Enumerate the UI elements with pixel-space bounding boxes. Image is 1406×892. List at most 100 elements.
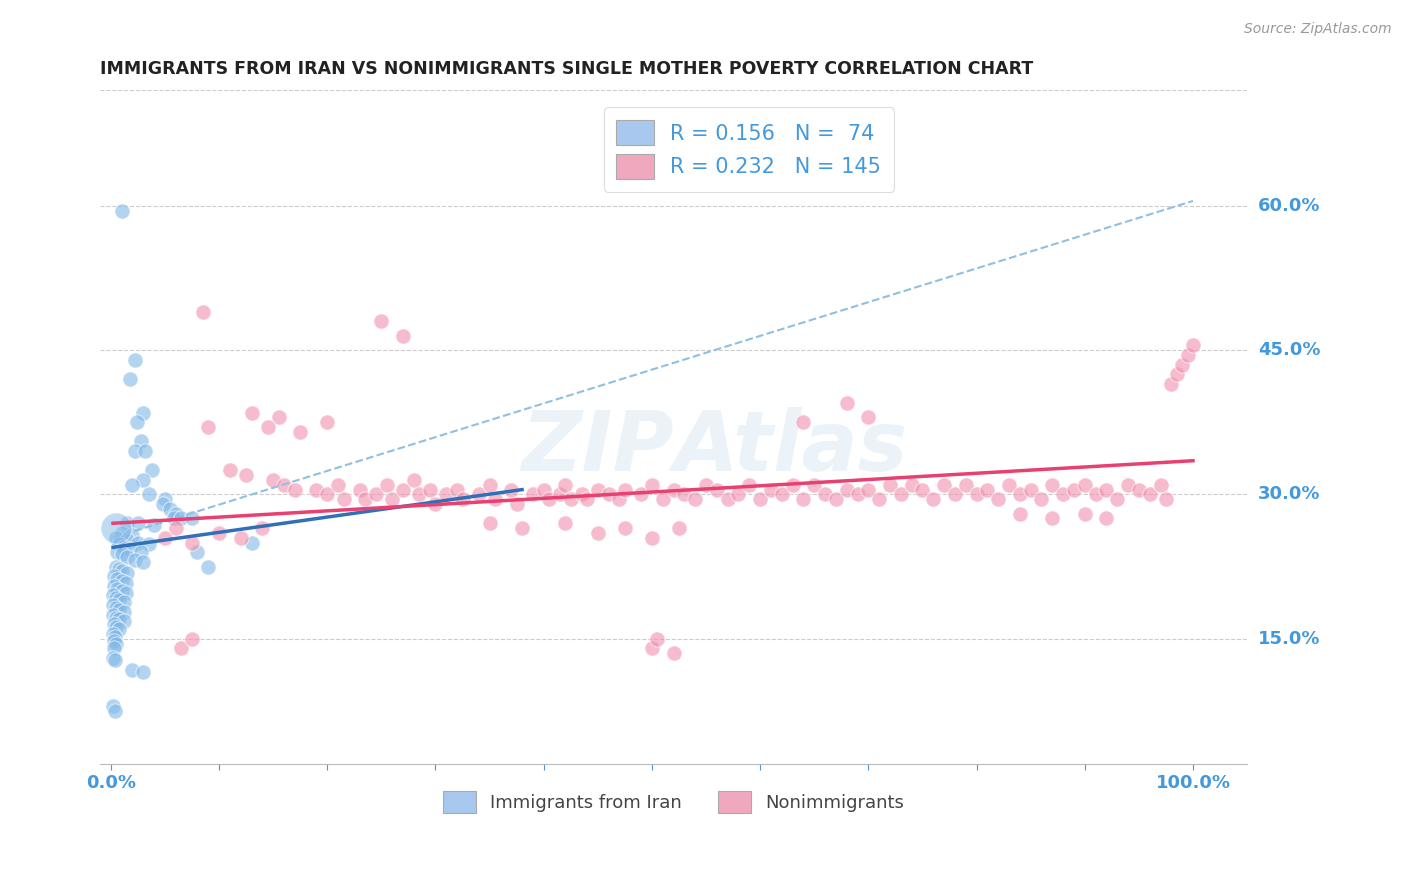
Point	[129, 545, 152, 559]
Point	[229, 531, 252, 545]
Point	[1019, 483, 1042, 497]
Point	[132, 473, 155, 487]
Point	[792, 492, 814, 507]
Point	[181, 632, 204, 646]
Point	[127, 535, 149, 549]
Point	[240, 406, 263, 420]
Point	[354, 492, 377, 507]
Point	[402, 473, 425, 487]
Point	[108, 593, 131, 607]
Point	[501, 483, 523, 497]
Point	[235, 468, 257, 483]
Point	[134, 444, 156, 458]
Point	[115, 576, 138, 591]
Point	[105, 572, 128, 586]
Point	[132, 406, 155, 420]
Point	[943, 487, 966, 501]
Point	[111, 525, 134, 540]
Point	[478, 477, 501, 491]
Point	[127, 516, 149, 531]
Point	[814, 487, 837, 501]
Point	[103, 569, 125, 583]
Point	[683, 492, 706, 507]
Point	[1084, 487, 1107, 501]
Point	[1095, 483, 1118, 497]
Point	[159, 501, 181, 516]
Text: 30.0%: 30.0%	[1258, 485, 1320, 503]
Text: IMMIGRANTS FROM IRAN VS NONIMMIGRANTS SINGLE MOTHER POVERTY CORRELATION CHART: IMMIGRANTS FROM IRAN VS NONIMMIGRANTS SI…	[100, 60, 1033, 78]
Point	[181, 535, 204, 549]
Point	[103, 633, 125, 648]
Point	[121, 477, 143, 491]
Point	[120, 372, 142, 386]
Point	[129, 434, 152, 449]
Point	[104, 653, 127, 667]
Point	[290, 425, 312, 439]
Point	[332, 492, 354, 507]
Point	[1107, 492, 1129, 507]
Point	[613, 483, 636, 497]
Point	[186, 545, 208, 559]
Point	[1040, 477, 1063, 491]
Point	[586, 483, 609, 497]
Point	[101, 627, 124, 641]
Point	[273, 477, 295, 491]
Point	[955, 477, 977, 491]
Point	[738, 477, 761, 491]
Point	[152, 497, 174, 511]
Point	[782, 477, 804, 491]
Point	[446, 483, 468, 497]
Point	[262, 473, 284, 487]
Point	[256, 420, 278, 434]
Point	[170, 511, 193, 525]
Point	[105, 545, 128, 559]
Point	[1139, 487, 1161, 501]
Point	[932, 477, 955, 491]
Point	[375, 477, 398, 491]
Point	[706, 483, 728, 497]
Point	[505, 497, 527, 511]
Point	[111, 547, 134, 561]
Point	[125, 415, 148, 429]
Point	[112, 595, 135, 609]
Point	[911, 483, 934, 497]
Point	[170, 641, 193, 656]
Point	[326, 477, 349, 491]
Point	[1040, 511, 1063, 525]
Point	[976, 483, 998, 497]
Point	[305, 483, 328, 497]
Point	[1095, 511, 1118, 525]
Point	[987, 492, 1010, 507]
Point	[111, 203, 134, 218]
Point	[104, 704, 127, 718]
Point	[484, 492, 506, 507]
Point	[641, 477, 664, 491]
Point	[609, 492, 631, 507]
Point	[111, 583, 134, 598]
Point	[571, 487, 593, 501]
Point	[1074, 477, 1097, 491]
Point	[153, 531, 176, 545]
Point	[108, 603, 131, 617]
Point	[668, 521, 690, 535]
Point	[115, 533, 138, 547]
Point	[138, 487, 160, 501]
Point	[803, 477, 825, 491]
Point	[316, 415, 339, 429]
Point	[1181, 338, 1204, 352]
Legend: Immigrants from Iran, Nonimmigrants: Immigrants from Iran, Nonimmigrants	[434, 782, 912, 822]
Point	[662, 646, 685, 660]
Point	[105, 601, 128, 615]
Point	[162, 511, 184, 525]
Point	[792, 415, 814, 429]
Point	[381, 492, 404, 507]
Point	[586, 525, 609, 540]
Point	[364, 487, 387, 501]
Point	[208, 525, 231, 540]
Point	[108, 562, 131, 576]
Point	[121, 663, 143, 677]
Point	[966, 487, 988, 501]
Point	[316, 487, 339, 501]
Point	[1074, 507, 1097, 521]
Point	[419, 483, 441, 497]
